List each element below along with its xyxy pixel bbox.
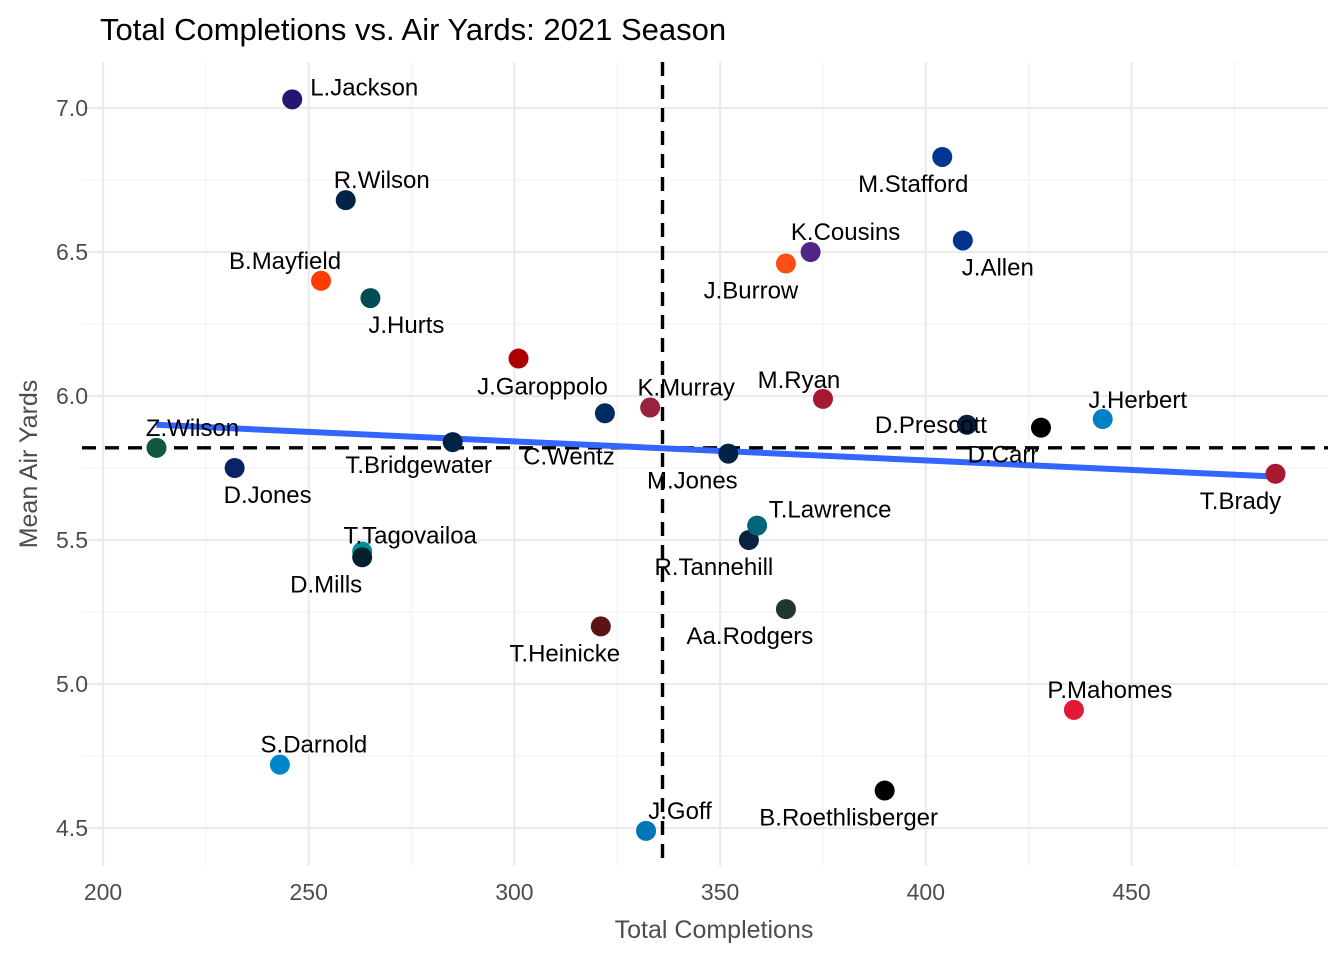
y-tick-label: 6.5 xyxy=(56,239,88,265)
point-label: J.Herbert xyxy=(1088,387,1187,414)
data-point xyxy=(335,190,356,211)
data-point xyxy=(1030,417,1051,438)
axis-ticks: 200 250 300 350 400 450 4.5 5.0 5.5 6.0 6.5 7.0 xyxy=(56,95,1151,905)
data-point xyxy=(146,437,167,458)
grid xyxy=(82,62,1328,866)
data-point xyxy=(590,616,611,637)
x-tick-label: 450 xyxy=(1112,879,1150,905)
data-point xyxy=(775,599,796,620)
data-point xyxy=(874,780,895,801)
data-point xyxy=(640,397,661,418)
point-label: Aa.Rodgers xyxy=(687,623,814,650)
data-point xyxy=(311,270,332,291)
x-tick-label: 200 xyxy=(84,879,122,905)
point-label: K.Cousins xyxy=(791,219,900,246)
point-label: M.Stafford xyxy=(858,171,968,198)
x-tick-label: 350 xyxy=(701,879,739,905)
point-label: P.Mahomes xyxy=(1047,677,1172,704)
point-label: Z.Wilson xyxy=(146,415,239,442)
point-label: J.Hurts xyxy=(368,312,444,339)
data-point xyxy=(636,820,657,841)
data-points xyxy=(146,89,1286,841)
point-labels: L.Jackson R.Wilson B.Mayfield J.Hurts J.Garo… xyxy=(146,74,1281,831)
point-label: T.Lawrence xyxy=(769,497,892,524)
data-point xyxy=(812,388,833,409)
point-label: M.Jones xyxy=(647,468,738,495)
point-label: M.Ryan xyxy=(758,367,841,394)
point-label: L.Jackson xyxy=(310,74,418,101)
data-point xyxy=(747,515,768,536)
data-point xyxy=(1092,409,1113,430)
data-point xyxy=(352,547,373,568)
point-label: T.Tagovailoa xyxy=(343,523,477,550)
point-label: D.Prescott xyxy=(875,412,987,439)
data-point xyxy=(508,348,529,369)
data-point xyxy=(282,89,303,110)
point-label: D.Jones xyxy=(224,482,312,509)
point-label: B.Roethlisberger xyxy=(759,805,938,832)
x-axis-title: Total Completions xyxy=(615,916,814,944)
y-tick-label: 5.5 xyxy=(56,527,88,553)
chart-title: Total Completions vs. Air Yards: 2021 Se… xyxy=(100,12,726,47)
x-tick-label: 300 xyxy=(495,879,533,905)
point-label: D.Carr xyxy=(968,442,1039,469)
point-label: R.Wilson xyxy=(334,167,430,194)
point-label: R.Tannehill xyxy=(655,554,774,581)
data-point xyxy=(932,146,953,167)
reference-lines xyxy=(82,62,1328,866)
point-label: B.Mayfield xyxy=(229,248,341,275)
data-point xyxy=(1063,699,1084,720)
data-point xyxy=(594,403,615,424)
data-point xyxy=(1265,463,1286,484)
point-label: C.Wentz xyxy=(523,443,615,470)
trend-line xyxy=(156,421,1276,480)
data-point xyxy=(775,253,796,274)
y-tick-label: 4.5 xyxy=(56,815,88,841)
point-label: J.Goff xyxy=(648,798,712,825)
point-label: J.Burrow xyxy=(704,278,799,305)
data-point xyxy=(952,230,973,251)
y-tick-label: 7.0 xyxy=(56,95,88,121)
point-label: D.Mills xyxy=(290,571,362,598)
data-point xyxy=(442,432,463,453)
point-label: J.Garoppolo xyxy=(477,374,608,401)
point-label: T.Brady xyxy=(1200,488,1281,515)
y-tick-label: 6.0 xyxy=(56,383,88,409)
x-tick-label: 400 xyxy=(907,879,945,905)
data-point xyxy=(718,443,739,464)
point-label: S.Darnold xyxy=(261,732,368,759)
data-point xyxy=(956,414,977,435)
point-label: T.Bridgewater xyxy=(345,452,492,479)
data-point xyxy=(360,288,381,309)
y-axis-title: Mean Air Yards xyxy=(15,380,43,549)
x-tick-label: 250 xyxy=(290,879,328,905)
point-label: J.Allen xyxy=(962,254,1034,281)
point-label: T.Heinicke xyxy=(509,640,620,667)
y-tick-label: 5.0 xyxy=(56,671,88,697)
data-point xyxy=(224,458,245,478)
point-label: K.Murray xyxy=(637,375,734,402)
data-point xyxy=(800,242,821,262)
data-point xyxy=(269,754,290,775)
